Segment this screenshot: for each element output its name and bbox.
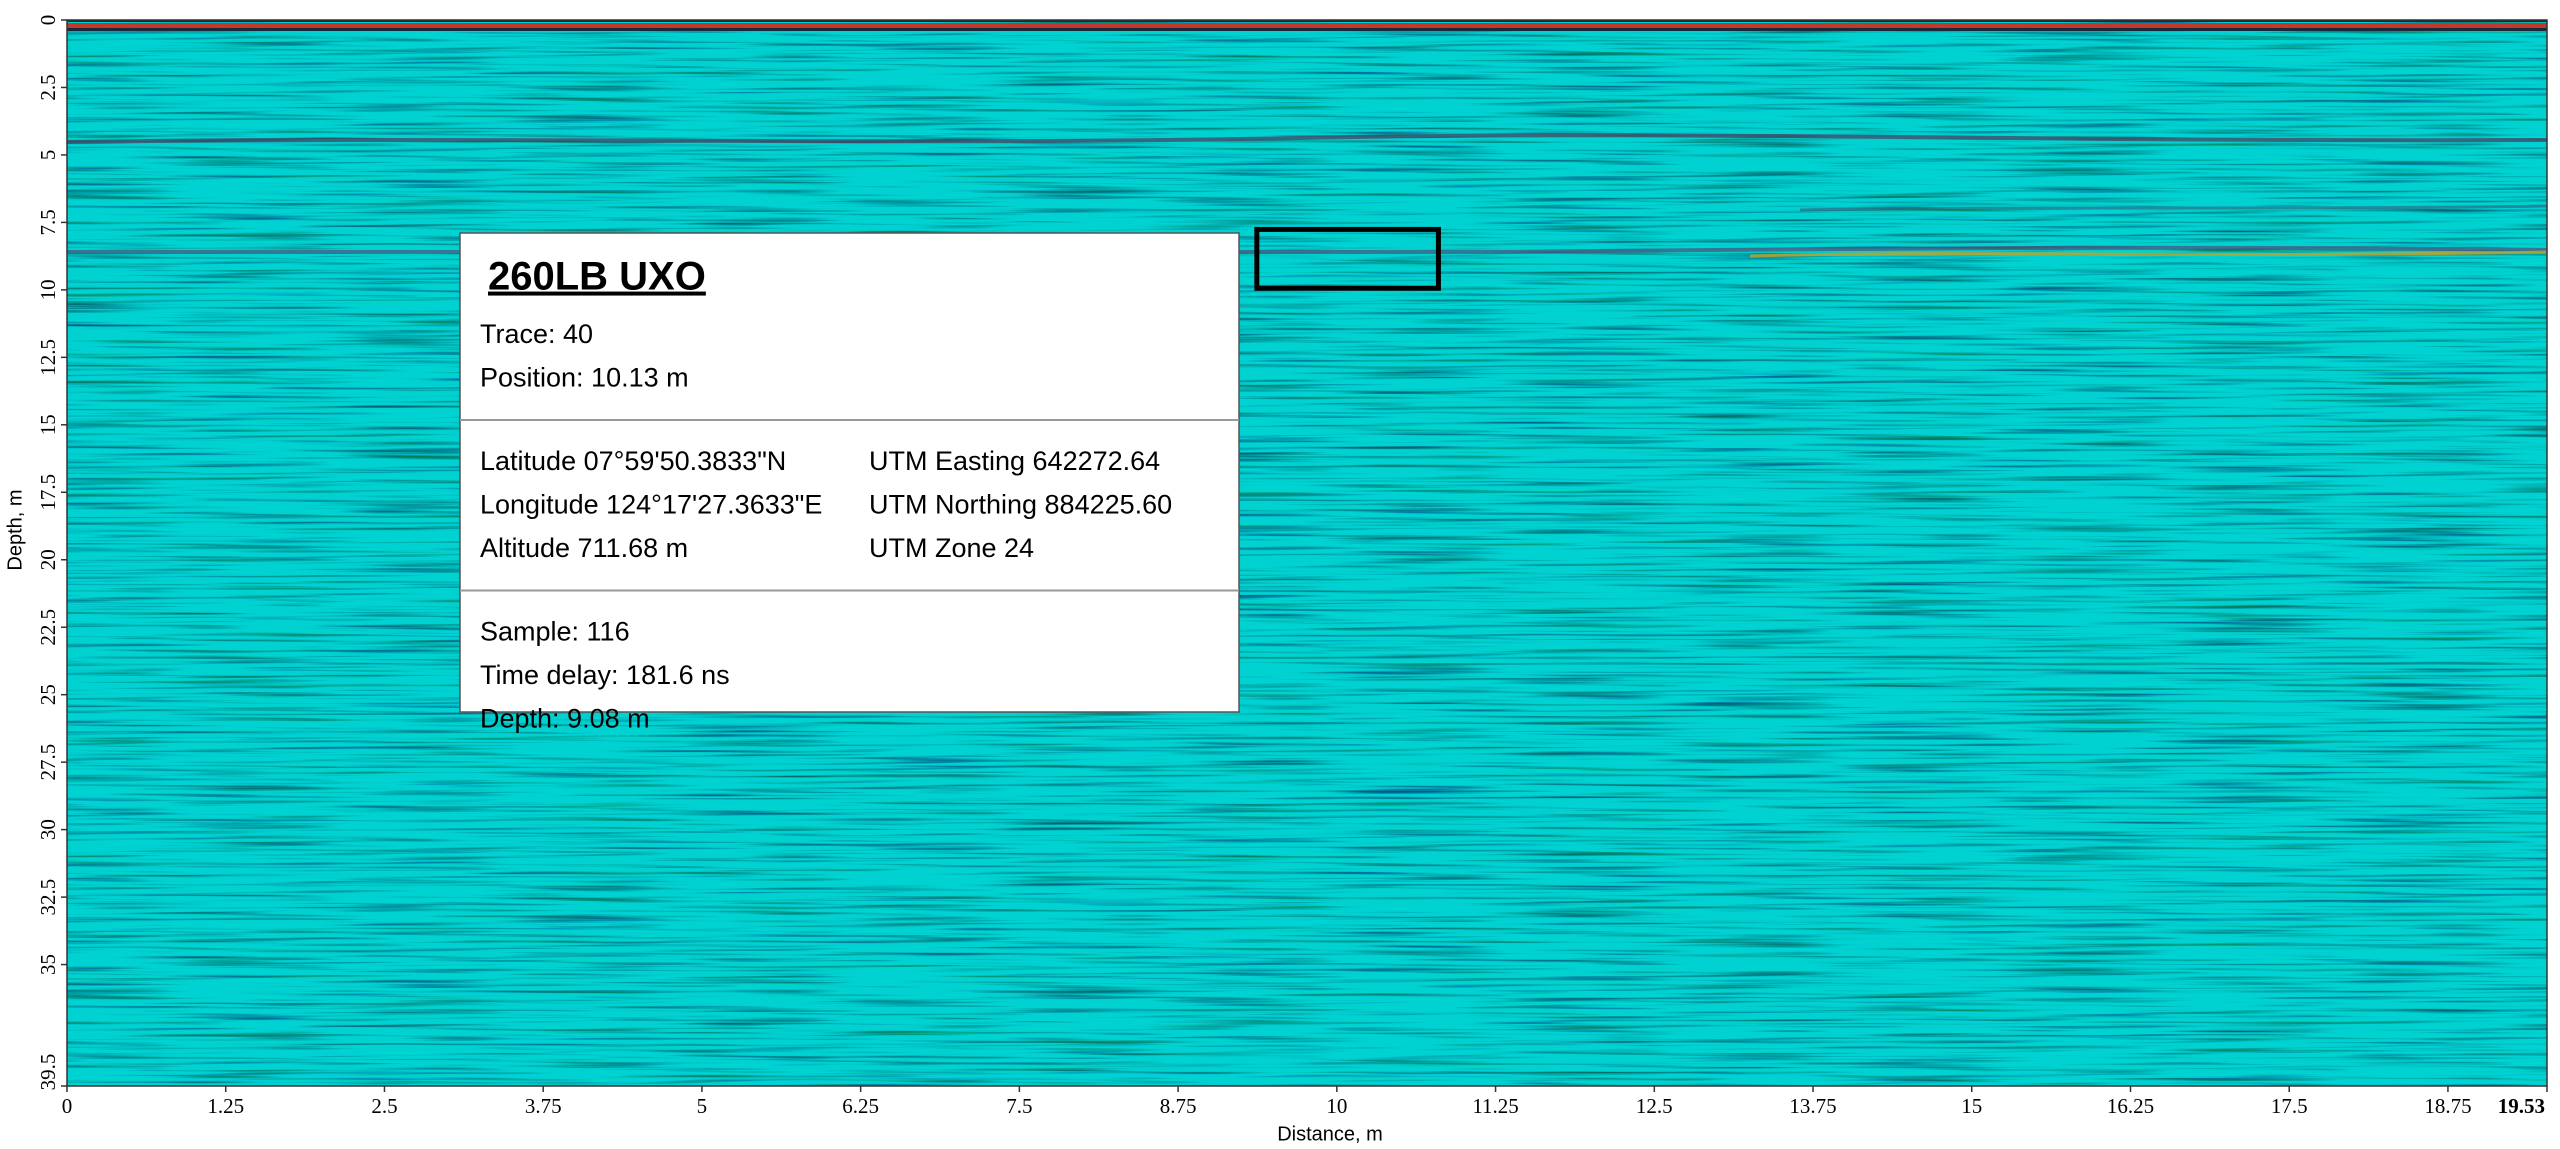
target-highlight: [1254, 226, 1441, 291]
x-tick-label: 1.25: [207, 1094, 244, 1118]
y-tick-label: 27.5: [36, 744, 60, 781]
info-text: Altitude 711.68 m: [480, 533, 688, 563]
y-tick-label: 10: [36, 279, 60, 300]
info-text: Trace: 40: [480, 319, 593, 349]
info-text: Longitude 124°17'27.3633"E: [480, 490, 822, 520]
info-text: Latitude 07°59'50.3833"N: [480, 446, 786, 476]
y-tick-label: 39.5: [36, 1054, 60, 1091]
x-tick-label: 12.5: [1636, 1094, 1673, 1118]
y-tick-label: 30: [36, 819, 60, 840]
y-tick-label: 2.5: [36, 74, 60, 100]
info-text: UTM Northing 884225.60: [869, 490, 1172, 520]
x-tick-label: 2.5: [371, 1094, 397, 1118]
y-tick-label: 0: [36, 15, 60, 26]
info-text: Position: 10.13 m: [480, 363, 689, 393]
x-tick-label: 13.75: [1789, 1094, 1836, 1118]
y-tick-label: 32.5: [36, 879, 60, 916]
info-text: Sample: 116: [480, 617, 630, 647]
y-tick-label: 20: [36, 549, 60, 570]
info-title: 260LB UXO: [488, 255, 706, 299]
radargram: [67, 20, 2547, 1086]
y-tick-label: 25: [36, 684, 60, 705]
y-tick-label: 5: [36, 150, 60, 161]
x-axis-title: Distance, m: [1277, 1123, 1383, 1145]
plot-frame: [66, 19, 2548, 1087]
layer-reflector: [1799, 204, 2547, 212]
x-tick-label: 17.5: [2271, 1094, 2308, 1118]
x-tick-label: 16.25: [2107, 1094, 2154, 1118]
y-tick-label: 12.5: [36, 339, 60, 376]
y-tick-label: 35: [36, 954, 60, 975]
surface-reflection: [67, 20, 2547, 22]
surface-reflection: [67, 23, 2547, 28]
x-tick-label: 15: [1961, 1094, 1982, 1118]
surface-reflection: [67, 28, 2547, 31]
y-axis-title: Depth, m: [4, 489, 26, 570]
x-tick-label: 0: [62, 1094, 73, 1118]
x-tick-label: 8.75: [1160, 1094, 1197, 1118]
x-tick-label: 6.25: [842, 1094, 879, 1118]
info-text: UTM Zone 24: [869, 533, 1034, 563]
y-tick-label: 7.5: [36, 209, 60, 235]
layer-reflector: [67, 133, 2547, 144]
layer-reflector: [1749, 250, 2547, 258]
radargram-texture: [67, 20, 2547, 1086]
info-text: Depth: 9.08 m: [480, 704, 650, 734]
x-tick-label: 18.75: [2424, 1094, 2471, 1118]
info-box-background: [459, 232, 1240, 713]
x-tick-label: 19.53: [2498, 1094, 2545, 1118]
x-tick-label: 7.5: [1006, 1094, 1032, 1118]
info-text: Time delay: 181.6 ns: [480, 660, 730, 690]
x-tick-label: 3.75: [525, 1094, 562, 1118]
y-tick-label: 15: [36, 414, 60, 435]
info-text: UTM Easting 642272.64: [869, 446, 1160, 476]
info-box: 260LB UXO Trace: 40 Position: 10.13 m Latit…: [459, 232, 1240, 734]
x-tick-label: 11.25: [1472, 1094, 1518, 1118]
y-tick-label: 17.5: [36, 474, 60, 511]
y-tick-label: 22.5: [36, 609, 60, 646]
x-tick-label: 10: [1326, 1094, 1347, 1118]
x-tick-label: 5: [697, 1094, 708, 1118]
